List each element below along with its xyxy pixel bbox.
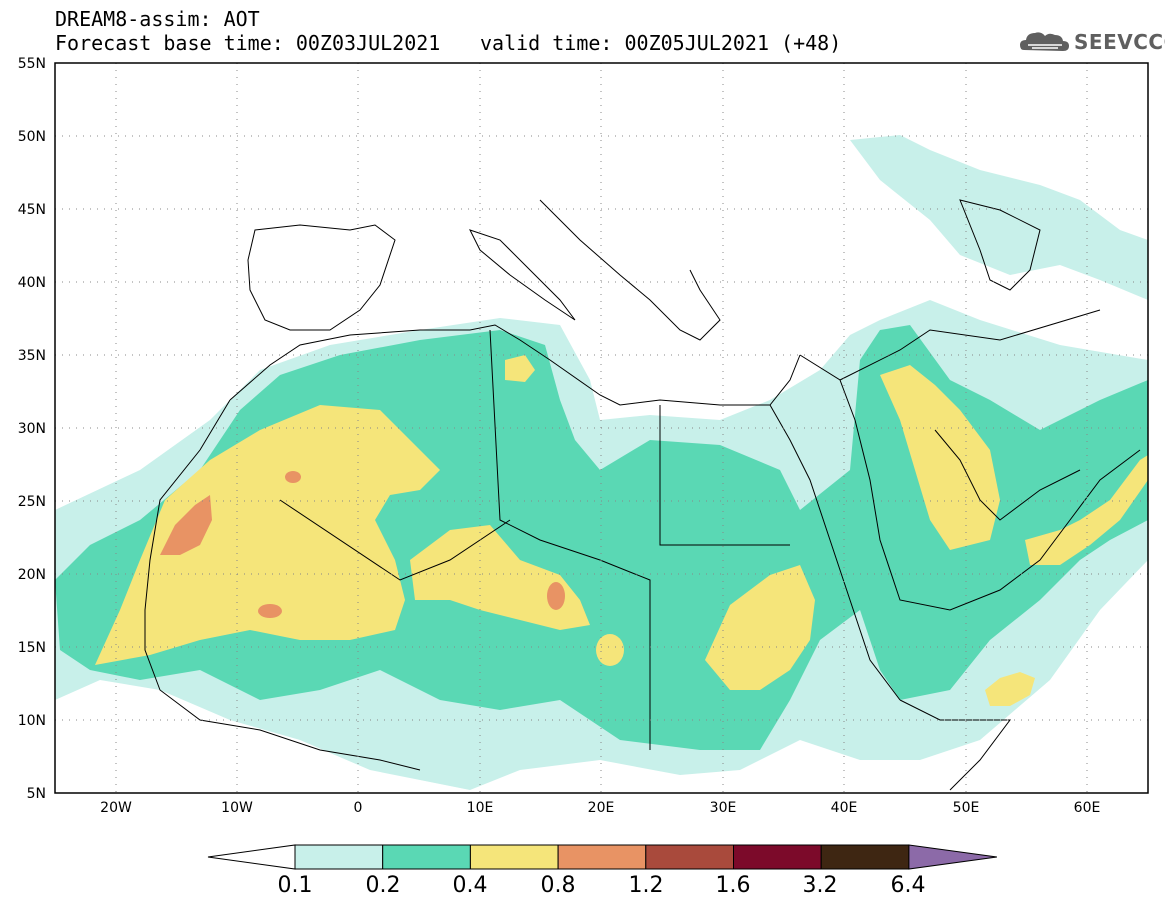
border-middle-east [839,309,1101,381]
colorbar-swatch [820,844,910,870]
cloud-icon [1020,32,1069,51]
aot-contour-0.8-algeria [285,471,301,483]
coastline-north-africa [229,324,801,406]
border-africa-3 [659,405,790,546]
border-africa-1 [489,329,651,750]
lat-label: 20N [18,567,46,583]
lon-label: 20W [100,800,132,816]
colorbar-swatch [382,844,471,870]
coastlines [144,199,1141,791]
coastline-horn [899,699,1011,791]
coastline-italy [469,229,576,321]
lat-label: 5N [27,786,46,802]
lat-label: 35N [18,348,46,364]
coastline-balkans [539,199,721,341]
forecast-base-time: Forecast base time: 00Z03JUL2021 [55,31,441,55]
colorbar-label: 6.4 [891,873,926,898]
aot-contour-0.1-north [850,135,1148,300]
lat-label: 25N [18,494,46,510]
aot-contour-0.4-west [95,405,440,665]
lon-label: 40E [831,800,858,816]
lon-label: 10W [221,800,253,816]
lon-label: 0 [354,800,363,816]
valid-time: valid time: 00Z05JUL2021 (+48) [480,31,842,55]
logo-text: SEEVCCC [1074,30,1165,54]
lat-label: 15N [18,640,46,656]
coastline-west-africa [144,399,421,771]
lat-label: 45N [18,202,46,218]
colorbar-swatch [294,844,384,870]
colorbar-label: 1.2 [629,873,664,898]
lon-label: 20E [588,800,615,816]
colorbar-over-triangle [908,844,997,870]
aot-contour-0.4-arabian-sea [985,672,1035,706]
lat-label: 10N [18,713,46,729]
colorbar-label: 0.2 [366,873,401,898]
aot-contour-0.4-oman [1025,455,1148,565]
lat-label: 40N [18,275,46,291]
lon-label: 10E [467,800,494,816]
aot-contour-0.8-chad [547,582,565,610]
lat-label: 50N [18,129,46,145]
aot-contour-0.8-mauritania [258,604,282,618]
lon-label: 30E [710,800,737,816]
colorbar-swatch [469,844,559,870]
colorbar [207,844,997,870]
lat-label: 55N [18,56,46,72]
coastline-caspian [959,199,1041,291]
colorbar-under-triangle [207,844,296,870]
colorbar-label: 0.1 [278,873,313,898]
colorbar-label: 0.4 [453,873,488,898]
coastline-red-sea [769,404,901,701]
aot-contour-0.4-arabia [880,365,1000,550]
colorbar-swatch [557,844,647,870]
lon-label: 60E [1074,800,1101,816]
colorbar-label: 0.8 [541,873,576,898]
seevccc-logo: SEEVCCC [1018,28,1165,56]
graticule [55,63,1148,793]
colorbar-swatch [733,844,822,870]
coastline-iberia [247,224,396,331]
aot-field [55,135,1148,790]
aot-contour-0.4-tunisia [505,355,535,382]
aot-contour-0.8-western-sahara [160,495,212,555]
colorbar-labels: 0.1 0.2 0.4 0.8 1.2 1.6 3.2 6.4 [278,873,926,898]
map-title: DREAM8-assim: AOT [55,7,260,31]
colorbar-label: 3.2 [803,873,838,898]
lon-label: 50E [953,800,980,816]
longitude-axis: 20W 10W 0 10E 20E 30E 40E 50E 60E [100,800,1100,816]
lat-label: 30N [18,421,46,437]
aot-contour-0.4-sudan [705,565,815,690]
aot-contour-0.4-central [410,525,590,630]
coastline-persian-gulf [934,429,1081,521]
map-frame [54,62,1149,794]
latitude-axis: 55N 50N 45N 40N 35N 30N 25N 20N 15N 10N … [18,56,46,802]
colorbar-label: 1.6 [716,873,751,898]
aot-contour-0.4-lake-chad [596,634,624,666]
colorbar-swatch [645,844,734,870]
coastline-arabia [799,354,1141,611]
